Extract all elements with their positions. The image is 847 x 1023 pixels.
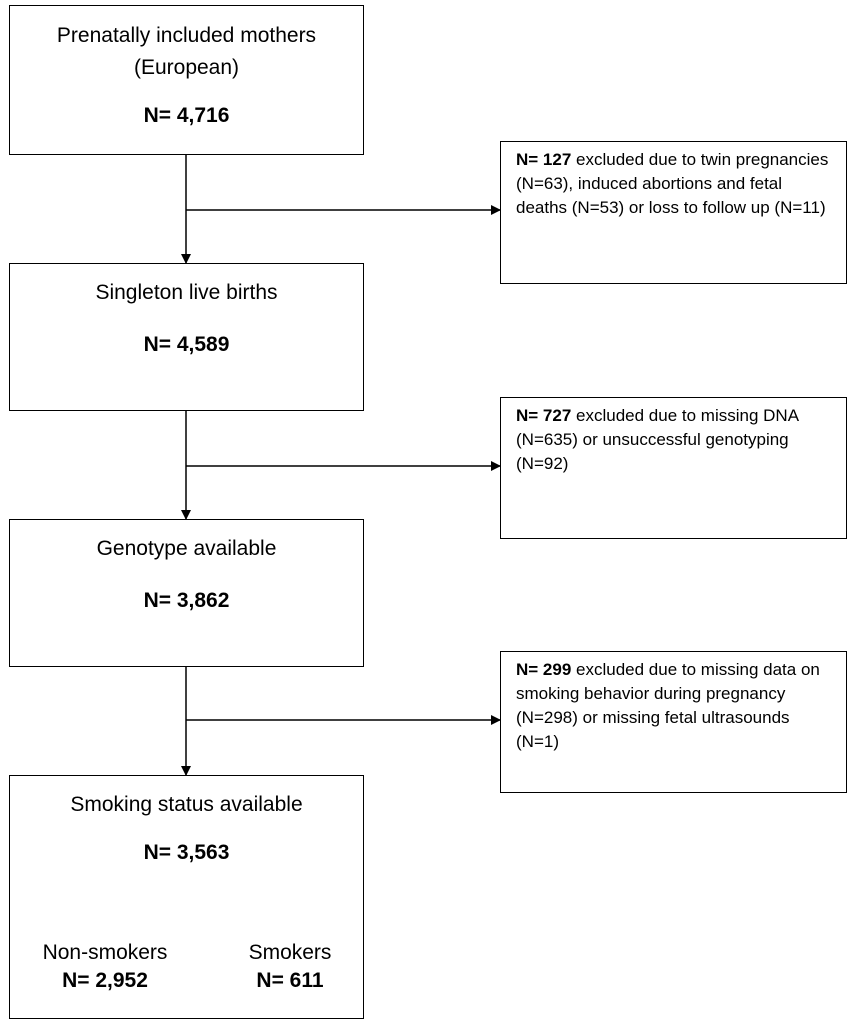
box-smoking-count: N= 3,563 [143, 841, 230, 864]
box-smoking-title: Smoking status available [70, 793, 303, 816]
box-exclusion-dna: N= 727 excluded due to missing DNA (N=63… [500, 397, 847, 539]
exclusion-smoking-count: N= 299 [516, 660, 572, 679]
exclusion-smoking-text: excluded due to missing data on smoking … [516, 660, 820, 751]
group-non-smokers-label: Non-smokers [42, 941, 168, 964]
exclusion-twin-count: N= 127 [516, 150, 572, 169]
box-singleton-title: Singleton live births [95, 281, 278, 304]
box-exclusion-twin: N= 127 excluded due to twin pregnancies … [500, 141, 847, 284]
group-non-smokers-count: N= 2,952 [62, 969, 148, 992]
box-singleton-count: N= 4,589 [143, 333, 230, 356]
group-non-smokers: Non-smokers N= 2,952 [20, 940, 190, 994]
box-prenatal-count: N= 4,716 [143, 104, 230, 127]
box-prenatal-title-line2: (European) [133, 56, 240, 79]
exclusion-dna-count: N= 727 [516, 406, 572, 425]
box-genotype-available: Genotype available N= 3,862 [9, 519, 364, 667]
exclusion-twin-text: excluded due to twin pregnancies (N=63),… [516, 150, 829, 217]
box-smoking-status: Smoking status available N= 3,563 [9, 775, 364, 1019]
box-singleton-births: Singleton live births N= 4,589 [9, 263, 364, 411]
box-prenatal-title-line1: Prenatally included mothers [56, 24, 317, 47]
group-smokers-label: Smokers [248, 941, 332, 964]
box-prenatal-mothers: Prenatally included mothers (European) N… [9, 5, 364, 155]
group-smokers-count: N= 611 [256, 969, 324, 992]
box-genotype-count: N= 3,862 [143, 589, 230, 612]
exclusion-dna-text: excluded due to missing DNA (N=635) or u… [516, 406, 799, 473]
group-smokers: Smokers N= 611 [230, 940, 350, 994]
box-exclusion-smoking: N= 299 excluded due to missing data on s… [500, 651, 847, 793]
box-genotype-title: Genotype available [96, 537, 277, 560]
